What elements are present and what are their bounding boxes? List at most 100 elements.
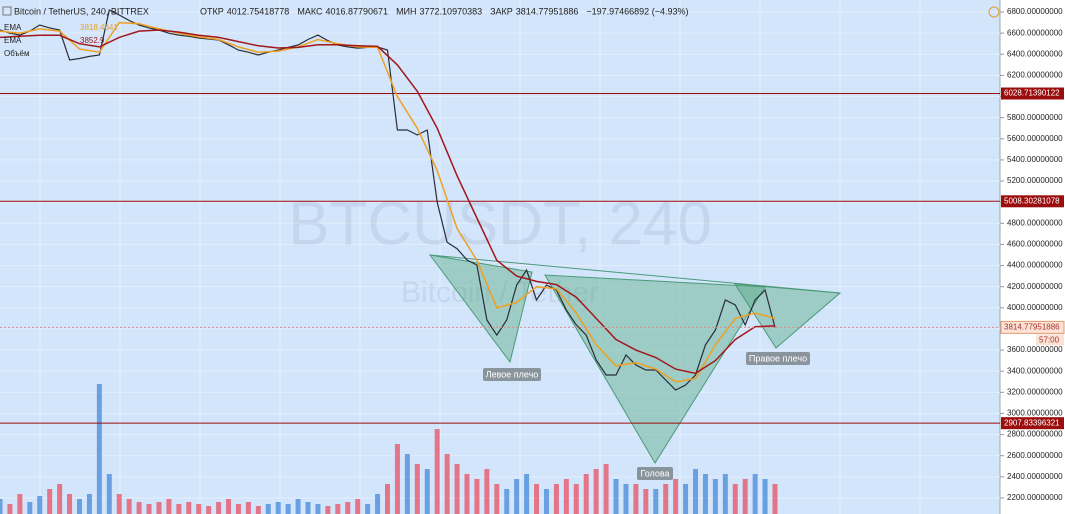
volume-bar <box>166 499 172 514</box>
y-tick-label: 6200.00000000 <box>1007 71 1063 80</box>
legend-value: 3818.4641 <box>80 23 118 32</box>
left-shoulder <box>428 254 533 364</box>
y-tick-label: 2400.00000000 <box>1007 472 1063 481</box>
volume-bar <box>116 494 122 514</box>
volume-bar <box>0 499 3 514</box>
level-label-box <box>1001 417 1064 430</box>
ohlc-label: ЗАКР <box>490 6 513 16</box>
annotation-box <box>483 368 541 381</box>
volume-bar <box>732 484 738 514</box>
volume-bar <box>17 494 23 514</box>
price-line <box>0 9 776 391</box>
ohlc-label: МАКС <box>297 6 323 16</box>
legend-name: EMA <box>4 36 22 45</box>
volume-bar <box>136 502 142 514</box>
volume-bar <box>673 479 679 514</box>
watermark: BTCUSDT, 240 <box>288 189 712 258</box>
volume-bar <box>444 454 450 514</box>
volume-bar <box>196 504 202 514</box>
y-tick-label: 5800.00000000 <box>1007 113 1063 122</box>
last-price-box <box>1000 320 1065 334</box>
y-tick-label: 3600.00000000 <box>1007 345 1063 354</box>
legend-name: Объём <box>4 49 30 58</box>
volume-bar <box>285 504 291 514</box>
volume-bar <box>563 479 569 514</box>
ema-line <box>0 29 776 375</box>
volume-bar <box>573 484 579 514</box>
y-tick-label: 5600.00000000 <box>1007 134 1063 143</box>
volume-bar <box>494 484 500 514</box>
volume-bar <box>226 499 232 514</box>
volume-bar <box>752 474 758 514</box>
volume-bar <box>643 489 649 514</box>
y-tick-label: 5400.00000000 <box>1007 155 1063 164</box>
volume-bar <box>414 464 420 514</box>
volume-bar <box>67 494 73 514</box>
annotation-box <box>637 467 673 480</box>
volume-bar <box>504 489 510 514</box>
annotation-box <box>746 352 810 365</box>
volume-bar <box>37 496 43 514</box>
icon <box>2 6 12 16</box>
ohlc-label: ОТКР <box>200 6 224 16</box>
volume-bar <box>543 489 549 514</box>
volume-bar <box>76 499 82 514</box>
ohlc-label: МИН <box>396 6 416 16</box>
volume-bar <box>375 494 381 514</box>
volume-bar <box>206 506 212 514</box>
volume-bar <box>712 479 718 514</box>
plot-background <box>0 0 1000 514</box>
volume-bar <box>345 502 351 514</box>
volume-bar <box>613 479 619 514</box>
y-tick-label: 6800.00000000 <box>1007 7 1063 16</box>
volume-bar <box>235 504 241 514</box>
volume-bar <box>7 504 13 514</box>
volume-bar <box>742 479 748 514</box>
y-tick-label: 3200.00000000 <box>1007 387 1063 396</box>
legend-name: EMA <box>4 23 22 32</box>
y-tick-label: 2600.00000000 <box>1007 451 1063 460</box>
level-label-box <box>1001 195 1064 208</box>
volume-bar <box>702 474 708 514</box>
volume-bar <box>275 502 281 514</box>
volume-bar <box>653 489 659 514</box>
volume-bar <box>146 504 152 514</box>
volume-bar <box>355 499 361 514</box>
y-tick-label: 3000.00000000 <box>1007 409 1063 418</box>
annotation-labels: Левое плечо Голова Правое плечо <box>483 352 810 480</box>
volume-bar <box>524 474 530 514</box>
y-tick-label: 2200.00000000 <box>1007 493 1063 502</box>
title: Bitcoin / TetherUS, 240, BITTREX <box>14 6 149 16</box>
volume-bar <box>633 484 639 514</box>
level-label: 6028.71390122 <box>1004 89 1060 98</box>
volume-bar <box>693 469 699 514</box>
y-tick-label: 4800.00000000 <box>1007 218 1063 227</box>
volume-bar <box>424 469 430 514</box>
volume-bar <box>365 504 371 514</box>
y-tick-label: 5200.00000000 <box>1007 176 1063 185</box>
volume-bar <box>47 489 53 514</box>
volume-bar <box>593 469 599 514</box>
volume-bar <box>106 474 112 514</box>
volume-bar <box>86 494 92 514</box>
legend-value: 3852.9 <box>80 36 105 45</box>
volume-bar <box>126 499 132 514</box>
volume-bar <box>245 502 251 514</box>
axis-labels: 6800.00000000 6600.00000000 6400.00000000 6… <box>1000 7 1065 502</box>
header: Bitcoin / TetherUS, 240, BITTREX ОТКР 401… <box>2 6 1000 58</box>
volume-bar <box>474 479 480 514</box>
volume-bar <box>514 479 520 514</box>
level-label: 5008.30281078 <box>1004 196 1060 205</box>
y-tick-label: 4200.00000000 <box>1007 282 1063 291</box>
volume-bar <box>772 484 778 514</box>
volume-bar <box>683 484 689 514</box>
volume-bar <box>434 429 440 514</box>
volume-bar <box>295 499 301 514</box>
volume-bar <box>176 504 182 514</box>
y-tick-label: 6400.00000000 <box>1007 49 1063 58</box>
volume-bar <box>583 474 589 514</box>
volume-bar <box>186 502 192 514</box>
volume-bar <box>464 474 470 514</box>
volume-bar <box>623 484 629 514</box>
y-tick-label: 4600.00000000 <box>1007 240 1063 249</box>
